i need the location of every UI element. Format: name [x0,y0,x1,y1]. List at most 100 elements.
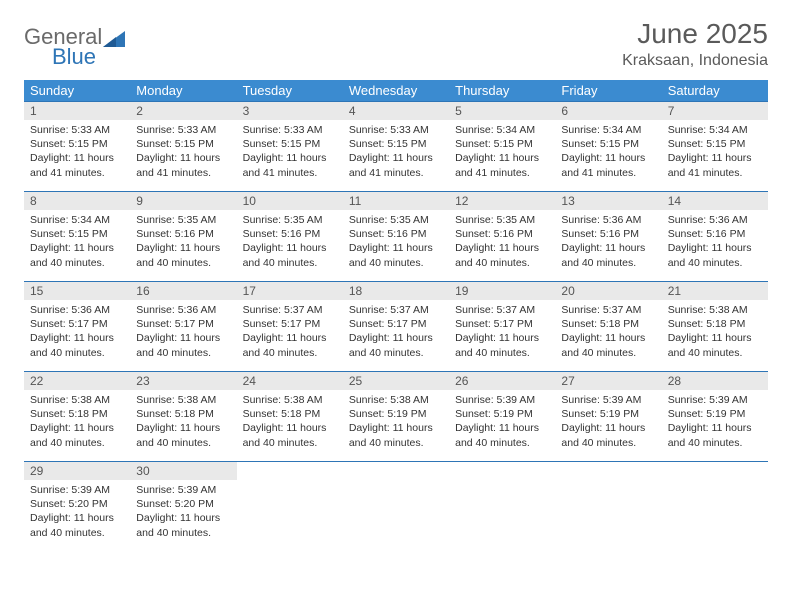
daylight-line: Daylight: 11 hours and 40 minutes. [561,331,655,359]
sunrise-line: Sunrise: 5:37 AM [455,303,549,317]
day-cell: 17Sunrise: 5:37 AMSunset: 5:17 PMDayligh… [237,282,343,372]
day-header: Thursday [449,80,555,102]
daylight-line: Daylight: 11 hours and 40 minutes. [349,331,443,359]
day-cell: 20Sunrise: 5:37 AMSunset: 5:18 PMDayligh… [555,282,661,372]
day-body: Sunrise: 5:38 AMSunset: 5:18 PMDaylight:… [24,390,130,454]
daylight-line: Daylight: 11 hours and 40 minutes. [243,241,337,269]
day-header: Monday [130,80,236,102]
sunset-line: Sunset: 5:16 PM [243,227,337,241]
day-number: 23 [130,372,236,390]
sunrise-line: Sunrise: 5:36 AM [30,303,124,317]
sunset-line: Sunset: 5:20 PM [30,497,124,511]
day-body: Sunrise: 5:33 AMSunset: 5:15 PMDaylight:… [130,120,236,184]
daylight-line: Daylight: 11 hours and 40 minutes. [561,241,655,269]
day-number: 27 [555,372,661,390]
sunrise-line: Sunrise: 5:37 AM [349,303,443,317]
sunrise-line: Sunrise: 5:35 AM [136,213,230,227]
day-body: Sunrise: 5:37 AMSunset: 5:17 PMDaylight:… [237,300,343,364]
day-header: Tuesday [237,80,343,102]
day-body: Sunrise: 5:36 AMSunset: 5:16 PMDaylight:… [662,210,768,274]
daylight-line: Daylight: 11 hours and 40 minutes. [349,241,443,269]
day-number: 30 [130,462,236,480]
day-body: Sunrise: 5:39 AMSunset: 5:19 PMDaylight:… [449,390,555,454]
day-number: 19 [449,282,555,300]
day-number: 9 [130,192,236,210]
day-cell: 6Sunrise: 5:34 AMSunset: 5:15 PMDaylight… [555,102,661,192]
sunset-line: Sunset: 5:17 PM [243,317,337,331]
day-cell [555,462,661,552]
sunset-line: Sunset: 5:16 PM [455,227,549,241]
day-cell: 4Sunrise: 5:33 AMSunset: 5:15 PMDaylight… [343,102,449,192]
sunrise-line: Sunrise: 5:37 AM [561,303,655,317]
sunset-line: Sunset: 5:19 PM [668,407,762,421]
day-body: Sunrise: 5:34 AMSunset: 5:15 PMDaylight:… [449,120,555,184]
sunset-line: Sunset: 5:17 PM [30,317,124,331]
day-number: 12 [449,192,555,210]
day-cell: 27Sunrise: 5:39 AMSunset: 5:19 PMDayligh… [555,372,661,462]
week-row: 8Sunrise: 5:34 AMSunset: 5:15 PMDaylight… [24,192,768,282]
day-body: Sunrise: 5:37 AMSunset: 5:18 PMDaylight:… [555,300,661,364]
sunset-line: Sunset: 5:15 PM [668,137,762,151]
day-number: 25 [343,372,449,390]
sunset-line: Sunset: 5:17 PM [455,317,549,331]
daylight-line: Daylight: 11 hours and 40 minutes. [136,421,230,449]
sunset-line: Sunset: 5:16 PM [561,227,655,241]
day-cell: 22Sunrise: 5:38 AMSunset: 5:18 PMDayligh… [24,372,130,462]
day-number: 15 [24,282,130,300]
sunset-line: Sunset: 5:18 PM [243,407,337,421]
daylight-line: Daylight: 11 hours and 40 minutes. [136,241,230,269]
day-header: Wednesday [343,80,449,102]
day-cell: 24Sunrise: 5:38 AMSunset: 5:18 PMDayligh… [237,372,343,462]
day-body: Sunrise: 5:37 AMSunset: 5:17 PMDaylight:… [343,300,449,364]
day-body: Sunrise: 5:36 AMSunset: 5:17 PMDaylight:… [130,300,236,364]
daylight-line: Daylight: 11 hours and 40 minutes. [30,331,124,359]
sunrise-line: Sunrise: 5:33 AM [136,123,230,137]
day-header: Saturday [662,80,768,102]
day-number: 10 [237,192,343,210]
day-header-row: Sunday Monday Tuesday Wednesday Thursday… [24,80,768,102]
daylight-line: Daylight: 11 hours and 41 minutes. [349,151,443,179]
sunrise-line: Sunrise: 5:38 AM [243,393,337,407]
day-cell: 8Sunrise: 5:34 AMSunset: 5:15 PMDaylight… [24,192,130,282]
sunset-line: Sunset: 5:18 PM [561,317,655,331]
sunrise-line: Sunrise: 5:33 AM [30,123,124,137]
day-number: 14 [662,192,768,210]
sunset-line: Sunset: 5:19 PM [349,407,443,421]
calendar-table: Sunday Monday Tuesday Wednesday Thursday… [24,80,768,552]
daylight-line: Daylight: 11 hours and 40 minutes. [455,331,549,359]
sunrise-line: Sunrise: 5:39 AM [561,393,655,407]
day-cell: 21Sunrise: 5:38 AMSunset: 5:18 PMDayligh… [662,282,768,372]
day-body: Sunrise: 5:36 AMSunset: 5:16 PMDaylight:… [555,210,661,274]
day-number: 6 [555,102,661,120]
day-number: 17 [237,282,343,300]
sunset-line: Sunset: 5:16 PM [668,227,762,241]
day-cell: 3Sunrise: 5:33 AMSunset: 5:15 PMDaylight… [237,102,343,192]
day-cell: 11Sunrise: 5:35 AMSunset: 5:16 PMDayligh… [343,192,449,282]
day-body: Sunrise: 5:39 AMSunset: 5:20 PMDaylight:… [24,480,130,544]
day-number: 11 [343,192,449,210]
sunrise-line: Sunrise: 5:33 AM [349,123,443,137]
sunset-line: Sunset: 5:17 PM [349,317,443,331]
day-number: 13 [555,192,661,210]
sunrise-line: Sunrise: 5:36 AM [136,303,230,317]
day-cell [662,462,768,552]
sunset-line: Sunset: 5:18 PM [136,407,230,421]
day-number: 8 [24,192,130,210]
day-cell: 16Sunrise: 5:36 AMSunset: 5:17 PMDayligh… [130,282,236,372]
day-number: 29 [24,462,130,480]
day-body: Sunrise: 5:33 AMSunset: 5:15 PMDaylight:… [24,120,130,184]
daylight-line: Daylight: 11 hours and 40 minutes. [136,331,230,359]
sunset-line: Sunset: 5:15 PM [561,137,655,151]
daylight-line: Daylight: 11 hours and 40 minutes. [668,331,762,359]
day-body: Sunrise: 5:35 AMSunset: 5:16 PMDaylight:… [343,210,449,274]
daylight-line: Daylight: 11 hours and 41 minutes. [455,151,549,179]
day-number: 1 [24,102,130,120]
sunset-line: Sunset: 5:17 PM [136,317,230,331]
sunrise-line: Sunrise: 5:37 AM [243,303,337,317]
sunrise-line: Sunrise: 5:36 AM [668,213,762,227]
daylight-line: Daylight: 11 hours and 41 minutes. [243,151,337,179]
sunset-line: Sunset: 5:16 PM [136,227,230,241]
day-cell: 30Sunrise: 5:39 AMSunset: 5:20 PMDayligh… [130,462,236,552]
daylight-line: Daylight: 11 hours and 40 minutes. [30,511,124,539]
logo: GeneralBlue [24,18,125,70]
